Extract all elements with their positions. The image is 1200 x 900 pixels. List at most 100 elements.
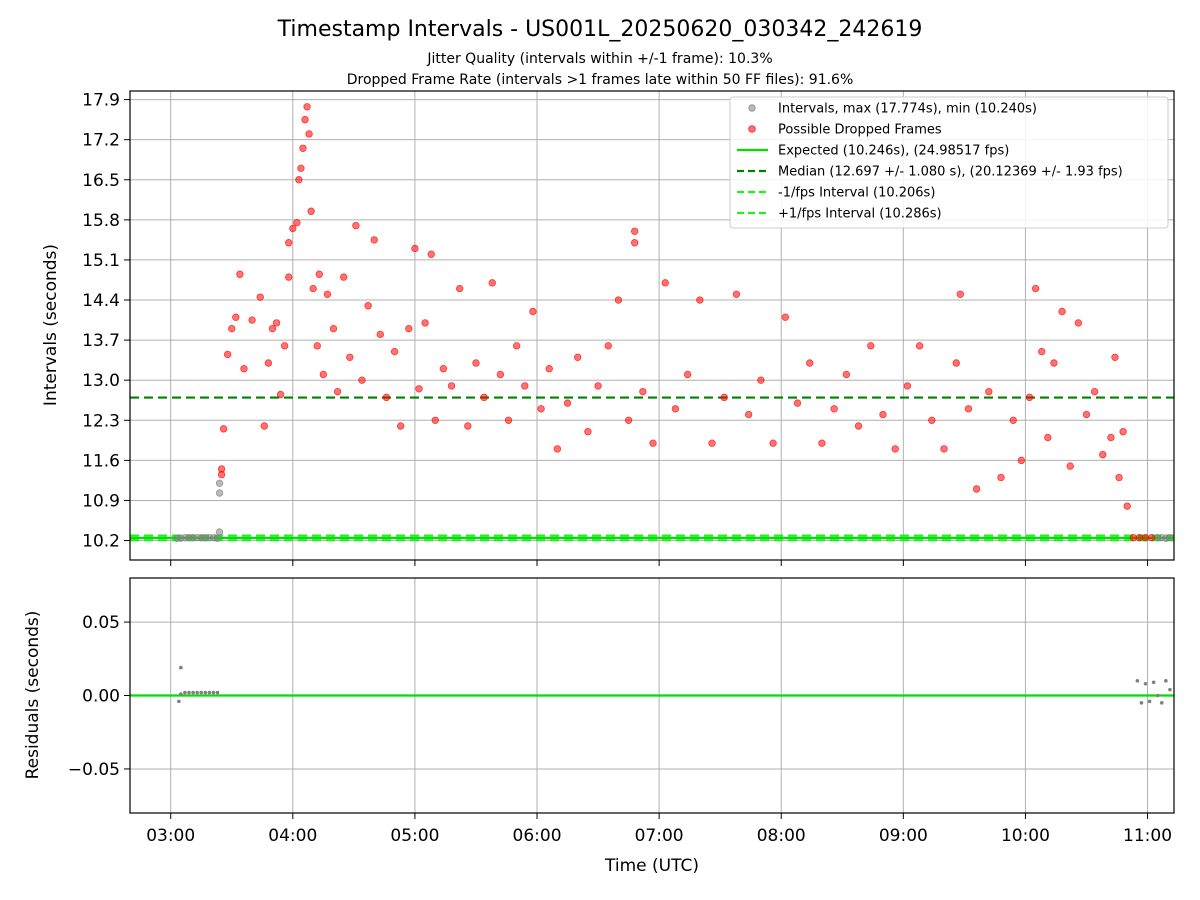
legend-label: Intervals, max (17.774s), min (10.240s) [778,102,1037,117]
dropped-frame-point [496,370,505,379]
residual-point [177,699,181,704]
dropped-frame-point [769,439,777,447]
interval-point [213,534,222,542]
dropped-frame-point [447,382,456,390]
residuals-x-ticks: 03:00 04:00 05:00 06:00 07:00 08:00 09:00 10:00… [146,813,1172,846]
dropped-frame-point [297,164,305,173]
dropped-frame-point [236,270,244,278]
residual-point [1164,679,1168,683]
residuals-y-ticks: 0.05 0.00 −0.05 [68,613,130,780]
dropped-frame-point [553,445,562,453]
dropped-frame-point [781,313,789,321]
x-tick-label: 04:00 [268,826,317,846]
dropped-frame-point [219,425,228,433]
residual-point [179,665,183,670]
dropped-frame-point [563,399,572,407]
dropped-frame-point [1115,473,1123,482]
residual-point [199,690,204,695]
dropped-frame-point [956,290,965,298]
dropped-frame-point [431,416,439,424]
dropped-frame-point [405,324,413,333]
dropped-frame-point [455,284,464,293]
dropped-frame-point [928,416,936,424]
dropped-frame-point [1038,347,1046,356]
dropped-frame-point [521,382,529,390]
legend: Intervals, max (17.774s), min (10.240s) P… [729,96,1169,229]
dropped-frame-point [1111,353,1119,361]
legend-box [729,96,1169,229]
dropped-frame-point [512,342,521,350]
dropped-frame-point [240,365,248,373]
residual-point [203,690,208,695]
dropped-frame-point [1147,533,1156,542]
interval-point [1166,533,1174,542]
y-tick-label: −0.05 [68,760,120,780]
dropped-frame-point [671,405,680,413]
dropped-frame-point [382,393,391,402]
legend-label: Expected (10.246s), (24.98517 fps) [778,144,1009,159]
intervals-panel: 10.2 10.9 11.6 12.3 13.0 13.7 14.4 15.1 15.8 16.5… [41,90,1175,566]
dropped-frame-point [1119,428,1127,436]
y-tick-label: 10.2 [82,532,120,552]
y-tick-label: 11.6 [82,451,120,471]
dropped-frame-point [268,324,277,333]
dropped-frame-point [614,296,623,304]
dropped-frame-point [830,405,838,413]
dropped-frame-point [364,302,372,310]
dropped-frame-point [264,359,273,367]
dropped-frame-point [228,324,236,333]
dropped-frame-point [964,405,973,413]
dropped-frame-point [323,290,332,298]
residuals-panel: 0.050.00−0.05 03:00 04:00 05:00 06:00 07:00 0… [23,577,1175,876]
y-tick-label: 15.1 [82,251,120,271]
dropped-frame-point [352,221,360,230]
dropped-frame-point [867,342,875,350]
x-tick-label: 06:00 [513,826,562,846]
intervals-x-ticks [170,560,1149,566]
dropped-frame-point [806,359,814,367]
dropped-frame-point [307,207,315,215]
dropped-frame-point [1082,410,1091,419]
dropped-frame-point [854,422,863,430]
x-tick-label: 05:00 [390,826,439,846]
dropped-frame-point [624,416,633,424]
interval-point [215,479,224,487]
dropped-frame-point [285,273,293,281]
dropped-frame-point [488,279,496,287]
interval-point [215,489,224,497]
y-tick-label: 12.3 [82,411,120,431]
dropped-frame-point [915,342,924,350]
dropped-frame-point [639,387,647,396]
residual-point [207,690,212,695]
dropped-frame-point [464,422,472,430]
dropped-frame-point [1058,307,1066,316]
dropped-frame-point [358,376,366,384]
dropped-frame-point [305,130,313,138]
x-tick-label: 09:00 [879,826,928,846]
dropped-frame-point [313,342,321,350]
dropped-frame-point [584,428,592,436]
dropped-frame-point [319,370,328,379]
dropped-frame-point [256,293,264,301]
residual-point [183,690,187,695]
dropped-frame-point [732,290,741,298]
dropped-frame-point [1090,387,1099,396]
residuals-y-axis-label: Residuals (seconds) [23,611,43,780]
y-tick-label: 14.4 [82,291,120,311]
intervals-y-ticks: 10.2 10.9 11.6 12.3 13.0 13.7 14.4 15.1 15.8 16.5… [82,91,130,552]
dropped-frame-point [879,410,887,419]
dropped-frame-point [439,365,448,373]
dropped-frame-point [280,342,289,350]
residual-point [1139,701,1144,705]
x-tick-label: 03:00 [146,826,195,846]
dropped-frame-point [708,439,716,447]
dropped-frame-point [390,347,399,356]
dropped-frame-point [720,393,728,402]
dropped-frame-point [903,382,912,390]
dropped-frame-point [232,313,240,321]
residual-point [179,692,183,696]
dropped-frame-point [757,376,765,384]
residual-point [211,690,216,695]
dropped-frame-point [1031,284,1040,293]
dropped-frame-point [1135,533,1144,542]
